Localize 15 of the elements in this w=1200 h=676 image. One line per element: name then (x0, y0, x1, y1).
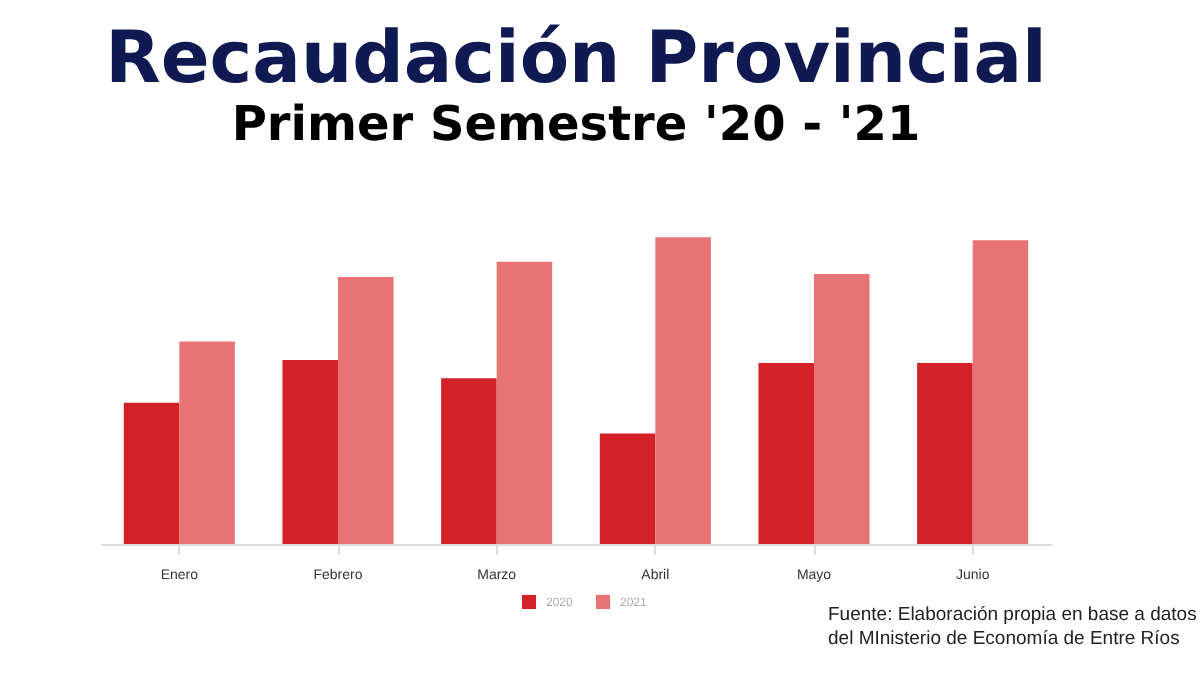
bar (972, 240, 1029, 544)
bar (338, 277, 394, 544)
bar (599, 433, 656, 544)
chart-title: Recaudación Provincial (105, 18, 1047, 100)
source-note: Fuente: Elaboración propia en base a datos del MInisterio de Economía de Entre Ríos (828, 604, 1198, 652)
bar (814, 274, 870, 544)
bar (496, 261, 553, 544)
bar (441, 378, 497, 544)
bar (758, 362, 814, 544)
bar (179, 341, 235, 544)
bar (282, 359, 338, 544)
chart-subtitle: Primer Semestre '20 - '21 (231, 96, 921, 152)
bar (917, 362, 973, 544)
bar (123, 402, 180, 544)
bar (655, 237, 711, 544)
